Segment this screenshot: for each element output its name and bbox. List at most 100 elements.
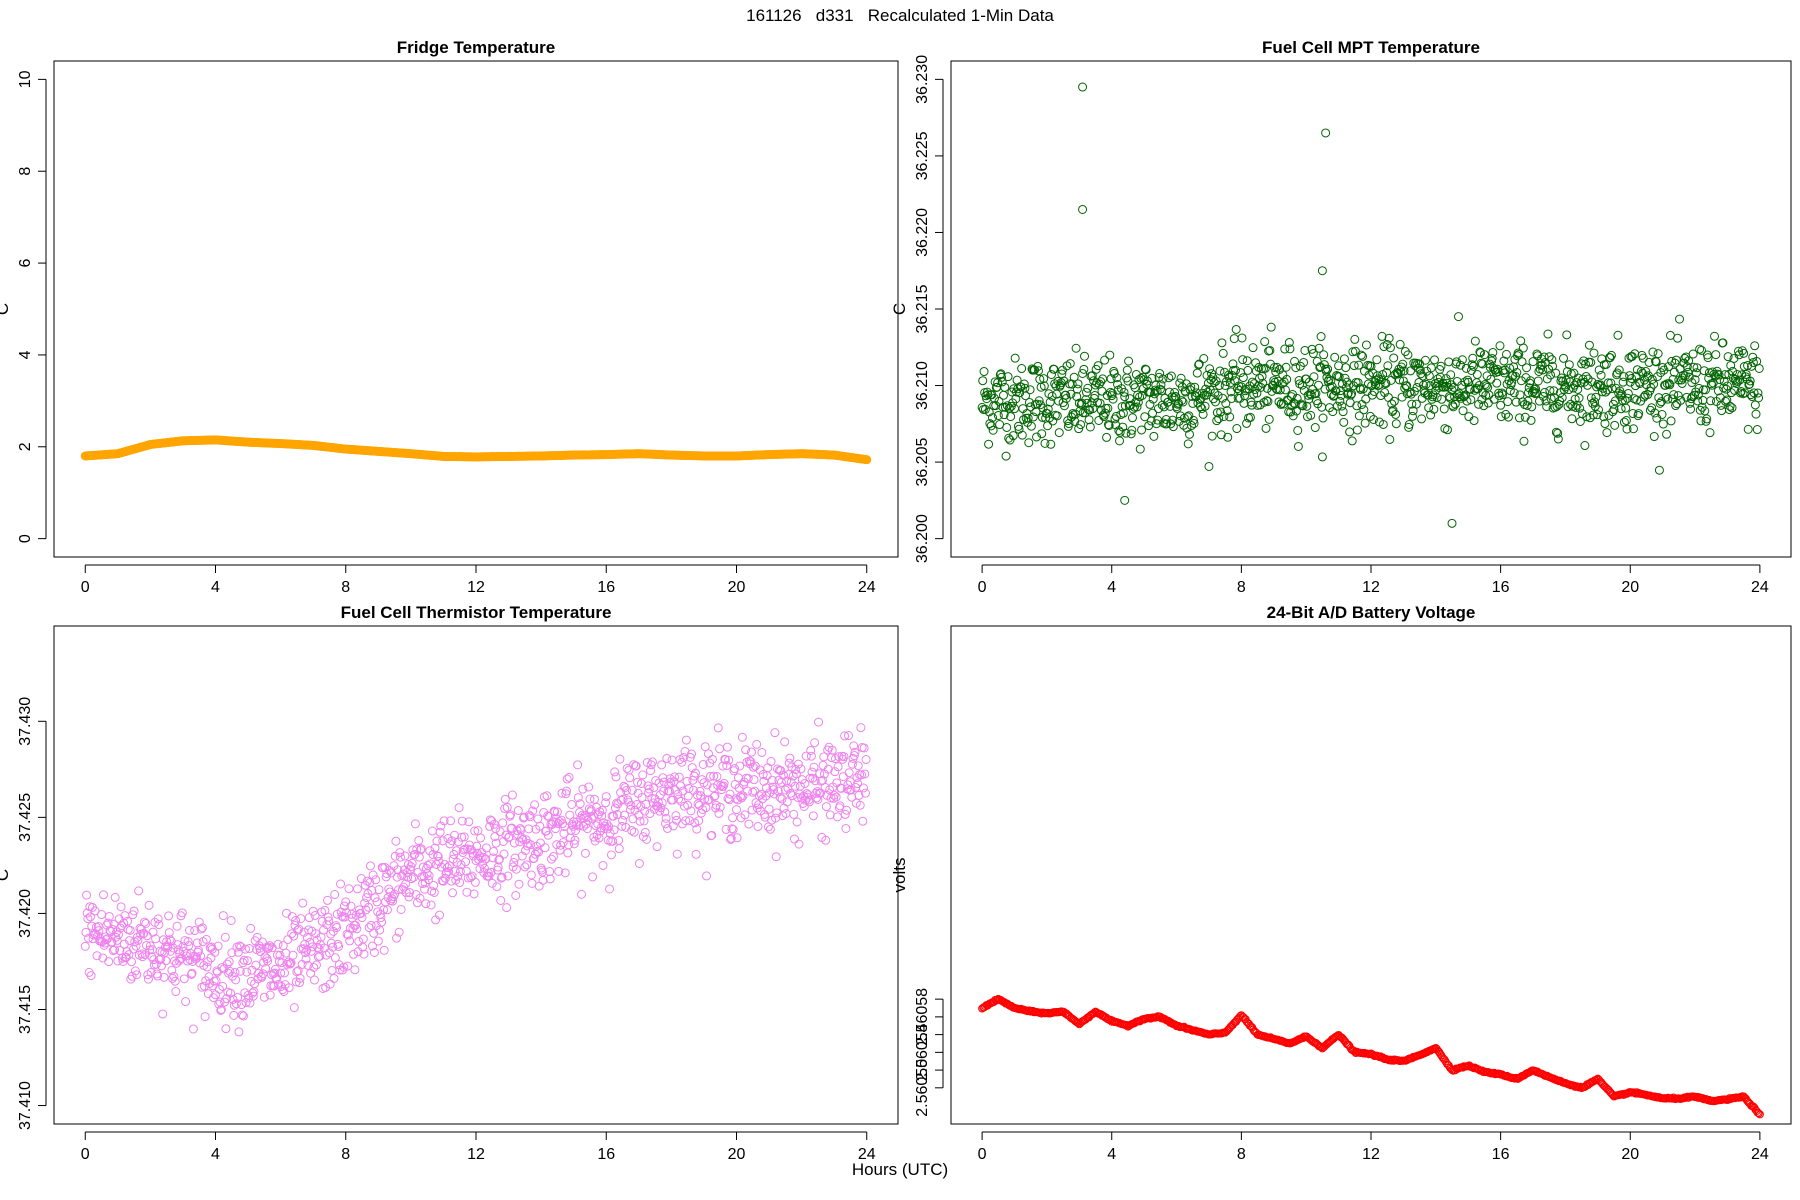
data-point [184, 925, 194, 935]
data-point [664, 786, 674, 796]
data-point [710, 791, 720, 801]
data-point [424, 871, 434, 881]
data-point [827, 753, 837, 763]
data-point [412, 844, 422, 854]
data-point [1403, 350, 1413, 360]
data-point [1733, 376, 1743, 386]
data-point [1614, 365, 1624, 375]
data-point [1511, 371, 1521, 381]
data-point [1229, 334, 1239, 344]
data-point [289, 931, 299, 941]
data-point [681, 735, 691, 745]
data-point [1459, 391, 1469, 401]
data-point [1455, 360, 1465, 370]
data-point [535, 821, 545, 831]
data-point [1648, 347, 1658, 357]
data-point [603, 824, 613, 834]
data-point [415, 893, 425, 903]
data-point [549, 806, 559, 816]
data-point [1096, 377, 1106, 387]
data-point [1016, 382, 1026, 392]
data-point [366, 861, 375, 871]
data-point [464, 817, 474, 827]
data-point [1610, 420, 1620, 430]
data-point [470, 877, 480, 887]
data-point [1365, 361, 1375, 371]
data-point [414, 852, 424, 862]
data-point [987, 413, 997, 423]
data-point [631, 761, 641, 771]
data-point [359, 949, 369, 959]
data-point [555, 845, 565, 855]
data-point [786, 788, 796, 798]
data-point [1369, 415, 1379, 425]
data-point [1472, 370, 1482, 380]
data-point [1254, 362, 1264, 372]
data-point [1696, 416, 1706, 426]
data-point [1164, 387, 1174, 397]
data-point [678, 786, 688, 796]
data-point [1522, 400, 1532, 410]
data-point [141, 918, 151, 928]
data-point [188, 1024, 198, 1034]
data-point [478, 859, 488, 869]
data-point [619, 810, 629, 820]
data-point [315, 951, 325, 961]
data-point [308, 906, 318, 916]
data-point [1135, 392, 1145, 402]
data-point [125, 925, 135, 935]
data-point [1448, 402, 1458, 412]
data-point [446, 816, 456, 826]
data-point [1291, 363, 1301, 373]
data-point [216, 1005, 226, 1015]
data-point [1485, 362, 1495, 372]
data-point [639, 816, 649, 826]
data-point [1210, 397, 1220, 407]
data-point [257, 972, 267, 982]
data-point [1549, 386, 1559, 396]
data-point [709, 771, 719, 781]
data-point [130, 966, 140, 976]
data-point [403, 859, 413, 869]
data-point [808, 811, 818, 821]
data-point [840, 809, 850, 819]
data-point [340, 912, 350, 922]
data-point [1415, 365, 1425, 375]
data-point [149, 955, 159, 965]
data-point [722, 742, 732, 752]
data-point [562, 774, 572, 784]
data-point [187, 968, 197, 978]
data-point [1306, 410, 1316, 420]
data-point [1468, 361, 1478, 371]
data-point [259, 992, 269, 1002]
data-point [1352, 401, 1362, 411]
data-point [1589, 348, 1599, 358]
data-point [1088, 404, 1098, 414]
data-point [1398, 376, 1408, 386]
data-point [1669, 390, 1679, 400]
data-point [758, 794, 768, 804]
data-point [625, 804, 635, 814]
y-tick-label: 6 [17, 259, 34, 268]
data-point [1642, 372, 1652, 382]
data-point [491, 824, 501, 834]
data-point [1706, 396, 1716, 406]
data-point [1146, 387, 1156, 397]
data-point [1282, 374, 1292, 384]
data-point [1480, 380, 1490, 390]
data-point [1006, 412, 1016, 422]
data-point [1405, 387, 1415, 397]
data-point [403, 872, 413, 882]
data-point [1185, 429, 1195, 439]
data-point [789, 834, 799, 844]
y-tick-label: 8 [17, 167, 34, 176]
data-point [519, 813, 529, 823]
data-point [462, 887, 472, 897]
data-point [715, 744, 725, 754]
data-point [541, 826, 551, 836]
data-point [1432, 393, 1442, 403]
data-point [1057, 369, 1067, 379]
data-point [756, 789, 766, 799]
data-point [804, 797, 814, 807]
data-point [1649, 432, 1659, 442]
